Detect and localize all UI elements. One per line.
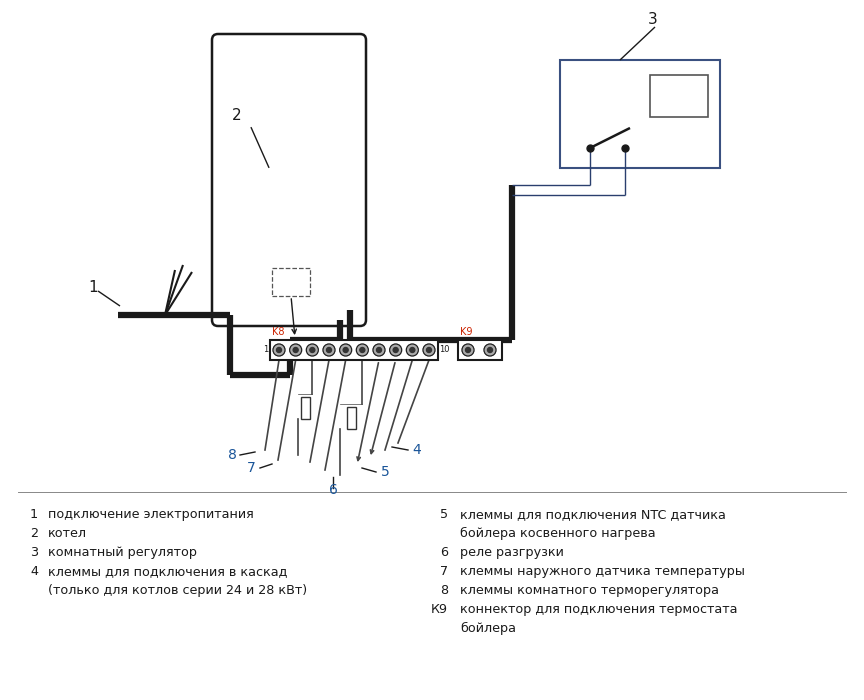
Text: 5: 5 — [381, 465, 390, 479]
Text: 3: 3 — [30, 546, 38, 559]
Circle shape — [307, 344, 318, 356]
Text: 4: 4 — [413, 443, 422, 457]
Text: 1: 1 — [88, 281, 98, 295]
Text: подключение электропитания: подключение электропитания — [48, 508, 254, 521]
Circle shape — [462, 344, 474, 356]
Circle shape — [390, 344, 402, 356]
Circle shape — [393, 347, 398, 353]
Circle shape — [359, 347, 365, 353]
Circle shape — [310, 347, 314, 353]
Circle shape — [487, 347, 492, 353]
Circle shape — [273, 344, 285, 356]
Text: клеммы для подключения в каскад: клеммы для подключения в каскад — [48, 565, 288, 578]
Text: клеммы комнатного терморегулятора: клеммы комнатного терморегулятора — [460, 584, 719, 597]
Bar — [560, 60, 720, 168]
Bar — [458, 340, 502, 360]
Text: 3: 3 — [648, 13, 658, 27]
Bar — [346, 407, 356, 428]
Text: реле разгрузки: реле разгрузки — [460, 546, 564, 559]
Circle shape — [377, 347, 382, 353]
Text: комнатный регулятор: комнатный регулятор — [48, 546, 197, 559]
Text: котел: котел — [48, 527, 87, 540]
Text: K9: K9 — [460, 327, 473, 337]
Circle shape — [289, 344, 302, 356]
Text: 2: 2 — [232, 108, 242, 122]
FancyBboxPatch shape — [212, 34, 366, 326]
Text: клеммы наружного датчика температуры: клеммы наружного датчика температуры — [460, 565, 745, 578]
Text: 6: 6 — [440, 546, 448, 559]
Text: бойлера: бойлера — [460, 622, 516, 635]
Text: 7: 7 — [440, 565, 448, 578]
Text: 8: 8 — [440, 584, 448, 597]
Circle shape — [373, 344, 385, 356]
Text: 5: 5 — [440, 508, 448, 521]
Text: 1: 1 — [30, 508, 38, 521]
Bar — [270, 340, 438, 360]
Text: клеммы для подключения NTC датчика: клеммы для подключения NTC датчика — [460, 508, 726, 521]
Bar — [650, 75, 708, 117]
Text: (только для котлов серии 24 и 28 кВт): (только для котлов серии 24 и 28 кВт) — [48, 584, 307, 597]
Circle shape — [406, 344, 418, 356]
Circle shape — [276, 347, 282, 353]
Circle shape — [466, 347, 471, 353]
Circle shape — [423, 344, 435, 356]
Text: 1: 1 — [263, 346, 268, 354]
Bar — [272, 268, 310, 296]
Circle shape — [323, 344, 335, 356]
Text: 7: 7 — [246, 461, 256, 475]
Text: 10: 10 — [439, 346, 449, 354]
Circle shape — [356, 344, 368, 356]
Circle shape — [293, 347, 298, 353]
Text: К9: К9 — [431, 603, 448, 616]
Bar — [301, 396, 309, 419]
Text: K8: K8 — [272, 327, 284, 337]
Text: коннектор для подключения термостата: коннектор для подключения термостата — [460, 603, 738, 616]
Text: бойлера косвенного нагрева: бойлера косвенного нагрева — [460, 527, 656, 540]
Circle shape — [327, 347, 332, 353]
Circle shape — [340, 344, 352, 356]
Text: 4: 4 — [30, 565, 38, 578]
Circle shape — [343, 347, 348, 353]
Circle shape — [427, 347, 431, 353]
Circle shape — [484, 344, 496, 356]
Text: 6: 6 — [328, 483, 338, 497]
Circle shape — [410, 347, 415, 353]
Text: 2: 2 — [30, 527, 38, 540]
Text: 8: 8 — [227, 448, 237, 462]
